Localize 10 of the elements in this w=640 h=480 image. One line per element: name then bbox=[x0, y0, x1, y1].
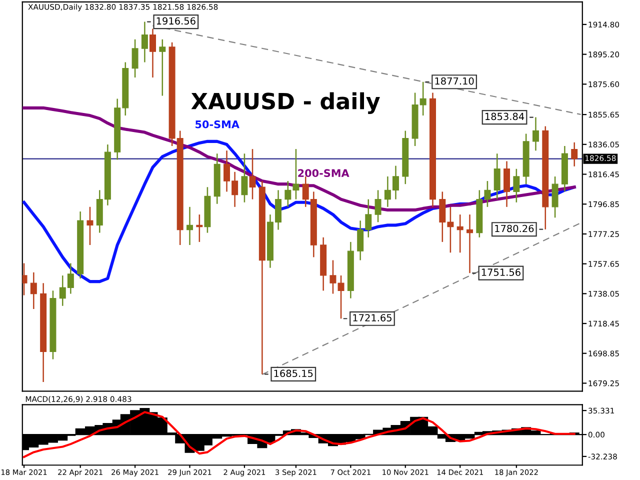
text: XAUUSD - daily bbox=[191, 92, 380, 114]
annotation: 1721.65 bbox=[353, 314, 392, 322]
series-label: 50-SMA bbox=[196, 120, 240, 128]
annotation: 1877.10 bbox=[435, 77, 474, 85]
annotation: 1751.56 bbox=[482, 268, 520, 276]
annotation: 1916.56 bbox=[156, 17, 196, 25]
annotation: 1853.84 bbox=[485, 112, 524, 120]
series-label: 200-SMA bbox=[298, 169, 350, 178]
annotation: 1780.26 bbox=[495, 224, 534, 232]
annotation: 1685.15 bbox=[274, 370, 313, 378]
